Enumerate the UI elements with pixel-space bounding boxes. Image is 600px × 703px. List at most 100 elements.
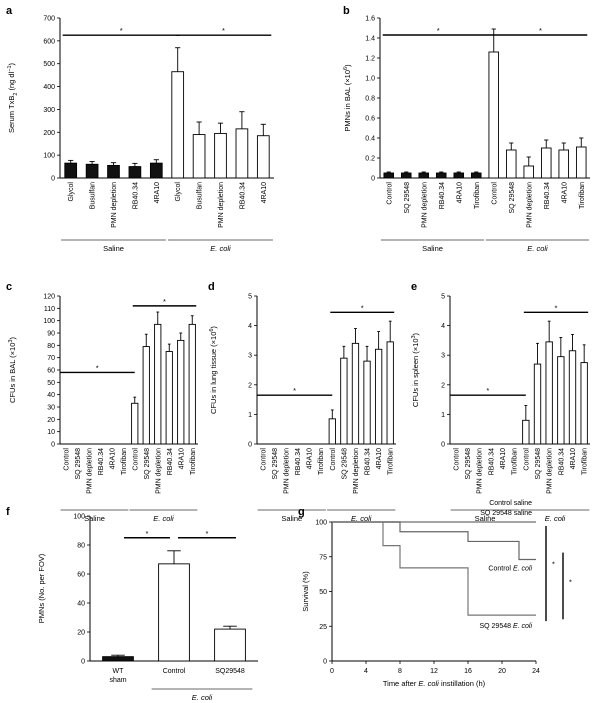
bar	[328, 418, 336, 445]
y-tick-label: 0.4	[365, 136, 375, 143]
bar	[149, 162, 163, 179]
bar	[505, 149, 517, 179]
x-tick-label: Control	[163, 668, 186, 675]
y-axis-label: PMNs in BAL (×106)	[343, 64, 352, 132]
significance-star: *	[552, 559, 555, 568]
y-tick-label: 90	[47, 331, 55, 338]
y-tick-label: 10	[47, 429, 55, 436]
group-label: Saline	[475, 514, 496, 523]
group-label: Saline	[281, 514, 302, 523]
y-tick-label: 0	[81, 659, 85, 666]
bar	[488, 51, 500, 179]
x-tick-label: RB40.34	[365, 448, 372, 475]
y-tick-label: 1	[248, 412, 252, 419]
x-axis-label: Time after E. coli instillation (h)	[383, 679, 486, 688]
y-axis-label: CFUs in BAL (×103)	[8, 337, 17, 403]
panel-e: e 0 1 2 3 4 5 CFUs in spleen (×103) Control SQ 29…	[411, 281, 590, 523]
panel-letter: e	[411, 281, 417, 293]
bar	[580, 362, 588, 445]
x-tick-label: RB40.34	[132, 182, 139, 209]
y-tick-label: 80	[77, 543, 85, 550]
y-axis-label: PMNs (No. per FOV)	[37, 553, 46, 623]
x-tick-label: Busulfan	[197, 182, 204, 209]
y-tick-label: 100	[73, 514, 85, 521]
x-tick-label: Glycol	[68, 182, 75, 202]
y-tick-label: 60	[77, 572, 85, 579]
x-tick-label: PMN depletion	[111, 182, 118, 228]
y-tick-label: 0.2	[365, 156, 375, 163]
group-label: E. coli	[192, 693, 213, 702]
bar	[171, 71, 185, 179]
bar	[470, 172, 482, 179]
bar	[522, 419, 530, 445]
x-tick-label: SQ 29548	[272, 448, 279, 480]
significance-star: *	[539, 26, 542, 35]
x-tick-label: Tirofiban	[512, 448, 519, 475]
bar	[128, 166, 142, 179]
bar	[557, 356, 565, 445]
y-tick-label: 120	[43, 294, 55, 301]
survival-line	[332, 521, 536, 561]
series-label: SQ 29548 saline	[480, 510, 532, 517]
x-tick-label: RB40.34	[98, 448, 105, 475]
bar	[575, 146, 587, 179]
x-tick-label: Tirofiban	[318, 448, 325, 475]
panel-f: f 0 20 40 60 80 100 PMNs (No. per FOV) WT sham Con…	[6, 506, 258, 702]
bar	[256, 135, 270, 179]
y-tick-label: 30	[47, 405, 55, 412]
x-tick-label: PMN depletion	[86, 448, 93, 494]
series-label: SQ 29548 E. coli	[479, 623, 532, 630]
x-tick-label: SQ 29548	[341, 448, 348, 480]
series-label: Control saline	[489, 500, 532, 507]
x-tick-label: Control	[330, 448, 337, 471]
x-tick-label: Busulfan	[90, 182, 97, 209]
x-tick-label: 4RA10	[261, 182, 268, 204]
significance-star: *	[96, 363, 99, 372]
panel-b: b 0 0.2 0.4 0.6 0.8 1.0 1.2 1.4 1.6 PMNs in BAL (×…	[343, 5, 590, 253]
x-tick-label: RB40.34	[558, 448, 565, 475]
bar	[165, 351, 173, 445]
bar	[533, 363, 542, 445]
x-tick-label: 8	[398, 668, 402, 675]
y-tick-label: 2	[248, 382, 252, 389]
bar	[214, 628, 246, 662]
significance-star: *	[206, 529, 209, 538]
y-tick-label: 100	[43, 318, 55, 325]
x-tick-label: SQ 29548	[75, 448, 82, 480]
x-tick-label: WT	[113, 668, 125, 675]
series-label: Control E. coli	[488, 566, 532, 573]
x-tick-label: PMN depletion	[477, 448, 484, 494]
x-tick-label: PMN depletion	[353, 448, 360, 494]
y-tick-label: 200	[43, 130, 55, 137]
significance-star: *	[163, 297, 166, 306]
bar	[453, 172, 465, 179]
bar	[340, 357, 348, 445]
y-tick-label: 700	[43, 16, 55, 23]
panel-c: c 0 10 20 30 40 50 60 70 80 90 100 110 120 CFUs in BAL…	[6, 281, 198, 523]
significance-star: *	[569, 578, 572, 587]
y-tick-label: 0	[248, 442, 252, 449]
y-tick-label: 75	[319, 554, 327, 561]
x-tick-label: 4RA10	[561, 182, 568, 204]
x-tick-label: Tirofiban	[579, 182, 586, 209]
y-tick-label: 0	[51, 176, 55, 183]
panel-letter: c	[6, 281, 12, 293]
x-tick-label: SQ 29548	[404, 182, 411, 214]
bar	[192, 134, 206, 179]
x-tick-label: SQ29548	[215, 668, 245, 675]
y-tick-label: 5	[248, 294, 252, 301]
x-tick-label: 4RA10	[500, 448, 507, 470]
y-tick-label: 500	[43, 61, 55, 68]
bar	[102, 656, 134, 662]
bar	[64, 162, 78, 179]
x-tick-label: SQ 29548	[465, 448, 472, 480]
group-label: E. coli	[545, 514, 566, 523]
y-tick-label: 400	[43, 84, 55, 91]
bar	[383, 172, 395, 179]
y-tick-label: 600	[43, 38, 55, 45]
group-label: E. coli	[210, 244, 231, 253]
bar	[107, 164, 120, 179]
x-tick-label: PMN depletion	[526, 182, 533, 228]
y-tick-label: 5	[441, 294, 445, 301]
y-tick-label: 80	[47, 343, 55, 350]
